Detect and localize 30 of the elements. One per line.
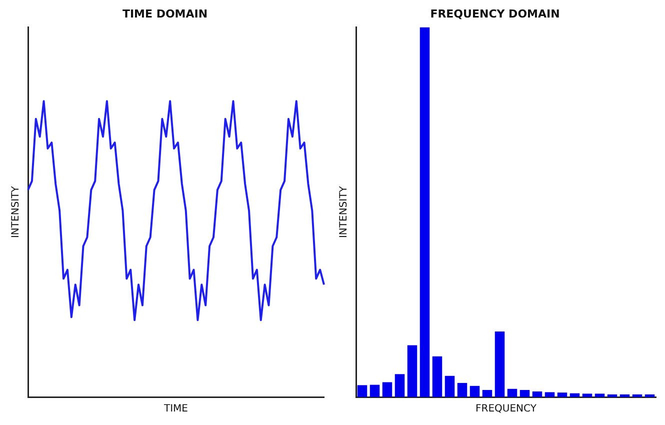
bar xyxy=(370,384,380,397)
bar xyxy=(457,382,468,397)
bar xyxy=(520,390,530,397)
bar xyxy=(394,374,405,397)
chart-title: FREQUENCY DOMAIN xyxy=(430,7,560,20)
bar xyxy=(482,390,492,397)
x-axis-title: TIME xyxy=(162,404,188,415)
bar xyxy=(444,376,455,397)
bar xyxy=(544,392,555,397)
bar xyxy=(632,394,642,397)
bar xyxy=(607,394,618,397)
bar xyxy=(507,388,518,397)
bar xyxy=(532,391,542,397)
bar xyxy=(432,356,442,397)
bar xyxy=(644,394,655,397)
bar xyxy=(582,394,592,397)
bar xyxy=(470,386,480,397)
bar xyxy=(357,385,368,397)
bar xyxy=(620,394,630,397)
x-axis-title: FREQUENCY xyxy=(476,404,538,415)
chart-title: TIME DOMAIN xyxy=(122,7,208,20)
y-axis-title: INTENSITY xyxy=(10,185,22,238)
bar xyxy=(494,332,505,397)
bar xyxy=(594,394,605,397)
bar xyxy=(570,393,580,397)
bar xyxy=(557,392,568,397)
y-axis-title: INTENSITY xyxy=(338,185,350,238)
bar xyxy=(420,27,430,397)
bar xyxy=(382,382,392,397)
bar xyxy=(407,345,418,397)
